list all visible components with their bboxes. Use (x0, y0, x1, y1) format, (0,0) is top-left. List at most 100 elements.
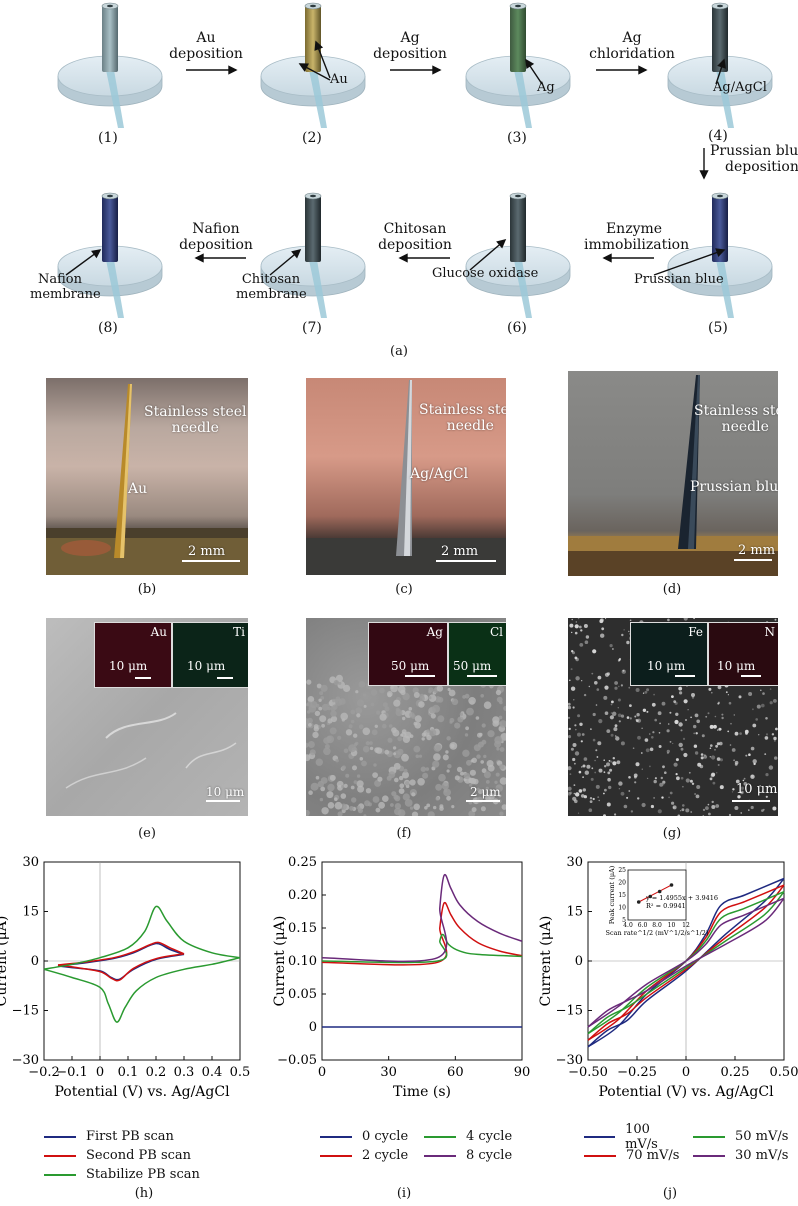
legend-item: 2 cycle (320, 1146, 416, 1165)
step-enzyme-immobilization: Enzyme immobilization (584, 221, 690, 253)
x-tick-label: 0.5 (230, 1065, 251, 1080)
inset-y-tick-label: 25 (618, 867, 626, 874)
arrow-step-6 (398, 253, 450, 263)
stage-number-7: (7) (302, 320, 322, 336)
x-tick-label: 0.2 (146, 1065, 167, 1080)
caption-i: (i) (396, 1186, 412, 1201)
legend-label: Second PB scan (86, 1148, 192, 1163)
photo-b-scale-bar (182, 560, 240, 562)
photo-c-scale-bar (436, 560, 496, 562)
y-axis-label: Current (μA) (538, 916, 554, 1007)
electrode-stage-3 (465, 2, 571, 128)
series-30-mv-s-reverse (587, 897, 785, 1028)
legend-swatch (693, 1154, 725, 1157)
x-tick-label: 0.1 (118, 1065, 139, 1080)
sem-e-map-ti: Ti 10 μm (172, 622, 248, 688)
y-tick-label: 30 (22, 855, 39, 870)
x-axis-label: Time (s) (393, 1084, 451, 1100)
y-tick-label: 0.05 (288, 987, 317, 1002)
arrow-step-4 (699, 148, 709, 180)
arrow-step-1 (186, 65, 238, 75)
legend-item: Stabilize PB scan (44, 1165, 200, 1184)
pointer-au-2 (298, 63, 331, 81)
electrode-stage-2 (260, 2, 366, 128)
y-axis-label: Current (μA) (0, 916, 10, 1007)
inset-point (636, 900, 641, 904)
y-tick-label: 15 (22, 905, 39, 920)
legend-label: 4 cycle (466, 1129, 513, 1144)
step-prussian-blue-deposition: Prussian blue deposition (710, 143, 798, 175)
legend-item: 4 cycle (424, 1127, 520, 1146)
inset-x-label: Scan rate^1/2 (mV^1/2/s^1/2) (606, 929, 709, 937)
legend-swatch (584, 1135, 616, 1138)
inset-x-tick-label: 12 (682, 922, 690, 929)
inset-y-tick-label: 15 (618, 892, 626, 899)
stage-number-1: (1) (98, 130, 118, 146)
inset-y-tick-label: 10 (618, 905, 626, 912)
x-tick-label: 0.4 (202, 1065, 223, 1080)
x-tick-label: 90 (514, 1065, 531, 1080)
electrode-stage-8 (57, 192, 163, 318)
y-tick-label: 0 (31, 954, 39, 969)
inset-frame (627, 869, 687, 921)
inset-point (648, 894, 653, 899)
x-tick-label: 0.3 (174, 1065, 195, 1080)
inset-point (657, 889, 662, 894)
legend-j: 100 mV/s 50 mV/s 70 mV/s 30 mV/s (584, 1122, 794, 1165)
caption-e: (e) (138, 826, 156, 841)
legend-swatch (44, 1154, 76, 1157)
x-tick-label: −0.2 (28, 1065, 60, 1080)
series-70-mv-s-reverse (587, 884, 785, 1041)
x-axis-label: Potential (V) vs. Ag/AgCl (598, 1084, 774, 1100)
legend-swatch (44, 1173, 76, 1176)
inset-x-tick-label: 6.0 (638, 922, 648, 929)
stage-number-3: (3) (507, 130, 527, 146)
legend-item: 30 mV/s (693, 1146, 794, 1165)
inset-x-tick-label: 10 (668, 922, 676, 929)
x-tick-label: 0 (318, 1065, 326, 1080)
legend-label: Stabilize PB scan (86, 1167, 200, 1182)
caption-h: (h) (134, 1186, 154, 1201)
caption-c: (c) (395, 582, 413, 597)
legend-swatch (424, 1135, 456, 1138)
sem-e: Au 10 μm Ti 10 μm 10 μm (46, 618, 248, 816)
caption-b: (b) (137, 582, 157, 597)
legend-swatch (424, 1154, 456, 1157)
legend-item: 100 mV/s (584, 1122, 685, 1152)
pointer-nafion-membrane (65, 249, 102, 276)
y-axis-label: Current (μA) (272, 916, 288, 1007)
sem-f-scale-label: 2 μm (470, 785, 501, 799)
photo-d-coating-label: Prussian blue (690, 479, 778, 495)
stage-number-2: (2) (302, 130, 322, 146)
legend-label: 30 mV/s (735, 1148, 789, 1163)
y-tick-label: 0 (575, 954, 583, 969)
panel-a-caption: (a) (390, 344, 408, 359)
arrow-step-2 (390, 65, 442, 75)
stage-number-8: (8) (98, 320, 118, 336)
step-au-deposition: Au deposition (169, 30, 243, 62)
legend-item: 70 mV/s (584, 1146, 685, 1165)
legend-item: Second PB scan (44, 1146, 200, 1165)
x-axis-label: Potential (V) vs. Ag/AgCl (54, 1084, 230, 1100)
series-100-mv-s-reverse (587, 878, 785, 1048)
legend-swatch (584, 1154, 616, 1157)
chart-h: −0.2−0.1 0 0.1 0.2 0.3 0.4 0.5 −30 −15 0 15 30 Poten… (0, 855, 251, 1100)
series-second-pb-scan-reverse (57, 953, 185, 982)
pointer-glucose-oxidase (469, 238, 507, 271)
callout-au: Au (330, 72, 348, 87)
y-tick-label: 0.10 (288, 954, 317, 969)
legend-item: First PB scan (44, 1127, 200, 1146)
legend-label: 50 mV/s (735, 1129, 789, 1144)
electrode-stage-5 (667, 192, 773, 318)
stage-number-4: (4) (708, 128, 728, 144)
series-stabilize-pb-scan-forward (43, 905, 241, 970)
sem-g-map-n: N 10 μm (708, 622, 778, 686)
stage-number-5: (5) (708, 320, 728, 336)
sem-f-map-ag: Ag 50 μm (368, 622, 448, 686)
y-tick-label: −30 (556, 1053, 583, 1068)
x-tick-label: 0.25 (721, 1065, 750, 1080)
callout-ag: Ag (537, 80, 555, 95)
y-tick-label: 15 (566, 905, 583, 920)
